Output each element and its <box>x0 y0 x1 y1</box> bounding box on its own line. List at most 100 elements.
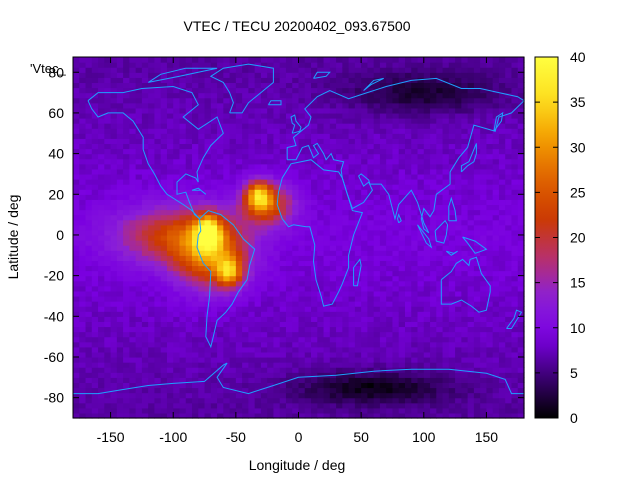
heatmap-cell <box>210 387 218 394</box>
heatmap-cell <box>235 382 243 389</box>
heatmap-cell <box>430 362 437 368</box>
heatmap-cell <box>91 163 99 170</box>
heatmap-cell <box>110 255 118 261</box>
heatmap-cell <box>423 128 431 134</box>
heatmap-cell <box>85 209 93 216</box>
heatmap-cell <box>329 143 337 150</box>
heatmap-cell <box>367 143 375 150</box>
heatmap-cell <box>392 102 400 109</box>
heatmap-cell <box>285 407 293 414</box>
heatmap-cell <box>192 97 199 104</box>
heatmap-cell <box>354 392 362 399</box>
heatmap-cell <box>279 372 287 378</box>
heatmap-cell <box>217 194 224 200</box>
heatmap-cell <box>298 407 306 414</box>
heatmap-cell <box>505 123 513 129</box>
heatmap-cell <box>229 209 237 216</box>
heatmap-cell <box>79 92 87 99</box>
heatmap-cell <box>455 341 462 348</box>
heatmap-cell <box>292 97 300 104</box>
heatmap-cell <box>217 112 224 119</box>
heatmap-cell <box>242 67 249 73</box>
heatmap-cell <box>104 77 112 84</box>
heatmap-cell <box>354 306 362 312</box>
heatmap-cell <box>223 377 231 383</box>
heatmap-cell <box>348 356 356 363</box>
heatmap-cell <box>336 168 343 175</box>
heatmap-cell <box>273 102 281 109</box>
heatmap-cell <box>273 270 281 277</box>
heatmap-cell <box>285 92 293 99</box>
heatmap-cell <box>148 97 156 104</box>
heatmap-cell <box>110 260 118 267</box>
heatmap-cell <box>185 173 193 180</box>
heatmap-cell <box>229 295 237 302</box>
heatmap-cell <box>373 219 381 226</box>
heatmap-cell <box>91 311 99 317</box>
heatmap-cell <box>505 387 513 394</box>
heatmap-cell <box>404 336 412 343</box>
heatmap-cell <box>423 280 431 287</box>
heatmap-cell <box>273 67 281 73</box>
heatmap-cell <box>185 123 193 129</box>
heatmap-cell <box>192 362 199 368</box>
heatmap-cell <box>123 321 130 328</box>
heatmap-cell <box>329 382 337 389</box>
heatmap-cell <box>329 341 337 348</box>
heatmap-cell <box>298 163 306 170</box>
heatmap-cell <box>492 341 500 348</box>
heatmap-cell <box>267 168 275 175</box>
heatmap-cell <box>448 153 456 160</box>
heatmap-cell <box>135 285 143 292</box>
heatmap-cell <box>442 372 450 378</box>
heatmap-cell <box>123 311 130 317</box>
heatmap-cell <box>98 250 105 256</box>
heatmap-cell <box>235 351 243 358</box>
heatmap-cell <box>486 118 494 124</box>
heatmap-cell <box>273 224 281 231</box>
heatmap-cell <box>192 173 199 180</box>
heatmap-cell <box>292 240 300 246</box>
heatmap-cell <box>154 311 162 317</box>
heatmap-cell <box>455 214 462 221</box>
heatmap-cell <box>486 62 494 68</box>
heatmap-cell <box>404 326 412 333</box>
heatmap-cell <box>267 367 275 373</box>
heatmap-cell <box>436 306 444 312</box>
heatmap-cell <box>361 102 368 109</box>
heatmap-cell <box>448 102 456 109</box>
heatmap-cell <box>486 153 494 160</box>
heatmap-cell <box>442 387 450 394</box>
heatmap-cell <box>461 179 469 185</box>
heatmap-cell <box>373 128 381 134</box>
heatmap-cell <box>323 311 331 317</box>
heatmap-cell <box>480 306 488 312</box>
heatmap-cell <box>467 112 475 119</box>
heatmap-cell <box>442 397 450 404</box>
heatmap-cell <box>436 270 444 277</box>
heatmap-cell <box>223 219 231 226</box>
heatmap-cell <box>260 255 268 261</box>
heatmap-cell <box>404 194 412 200</box>
heatmap-cell <box>486 377 494 383</box>
heatmap-cell <box>273 112 281 119</box>
heatmap-cell <box>248 194 256 200</box>
heatmap-cell <box>223 123 231 129</box>
heatmap-cell <box>79 245 87 251</box>
heatmap-cell <box>198 234 206 241</box>
heatmap-cell <box>430 285 437 292</box>
heatmap-cell <box>448 77 456 84</box>
heatmap-cell <box>473 67 481 73</box>
heatmap-cell <box>455 402 462 409</box>
heatmap-cell <box>110 107 118 114</box>
heatmap-cell <box>317 336 325 343</box>
heatmap-cell <box>436 240 444 246</box>
heatmap-cell <box>173 209 181 216</box>
heatmap-cell <box>141 143 149 150</box>
heatmap-cell <box>430 397 437 404</box>
heatmap-cell <box>398 97 406 104</box>
heatmap-cell <box>179 412 187 419</box>
heatmap-cell <box>455 204 462 211</box>
heatmap-cell <box>166 82 174 89</box>
heatmap-cell <box>260 148 268 155</box>
